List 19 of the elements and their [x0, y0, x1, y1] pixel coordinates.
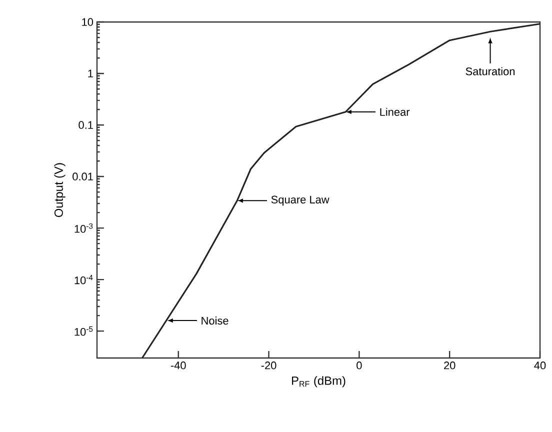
line-series: [141, 23, 541, 359]
y-tick-label: 10$^{-3}$: [74, 223, 93, 233]
x-tick-label: 0: [356, 362, 362, 370]
y-tick-label: 10: [82, 18, 94, 26]
y-tick-label: 10$^{-5}$: [74, 326, 93, 336]
y-axis-title: Output (V): [54, 163, 66, 218]
x-tick-label: 40: [534, 362, 546, 370]
x-tick-label: -20: [261, 362, 276, 370]
y-tick-label: 1: [88, 70, 93, 78]
annotation: Square Law: [271, 196, 330, 206]
y-tick-label: 0.01: [72, 172, 93, 180]
annotation: Saturation: [466, 67, 515, 76]
x-axis-title: P$_{RF}$ (dBm): [292, 376, 346, 388]
x-tick-label: 20: [444, 362, 456, 370]
x-tick-label: -40: [170, 362, 186, 370]
annotation: Noise: [202, 316, 228, 325]
y-tick-label: 10$^{-4}$: [74, 274, 93, 284]
annotation: Linear: [380, 108, 410, 116]
y-tick-label: 0.1: [78, 121, 93, 129]
